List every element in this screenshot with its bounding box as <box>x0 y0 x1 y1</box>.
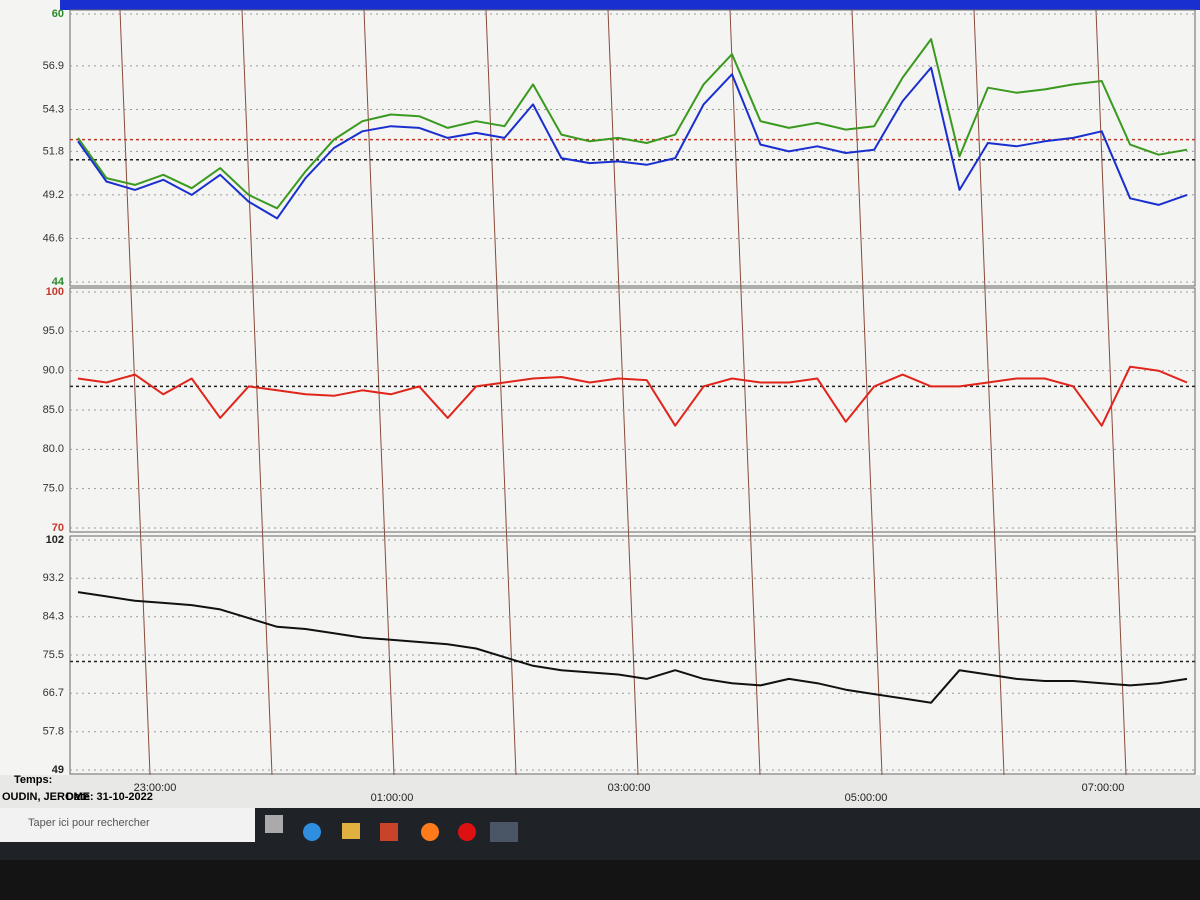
signal-line <box>77 591 1188 704</box>
y-tick-label: 56.9 <box>43 60 64 72</box>
patient-name: OUDIN, JEROME <box>2 791 90 803</box>
time-label: 03:00:00 <box>608 782 651 794</box>
task-view-icon[interactable] <box>265 815 283 833</box>
y-tick-label: 95.0 <box>43 325 64 337</box>
active-app-icon[interactable] <box>490 822 518 842</box>
firefox-icon[interactable] <box>421 823 439 841</box>
time-grid-line <box>729 9 761 776</box>
y-tick-label: 51.8 <box>43 145 64 157</box>
time-grid-line <box>119 9 151 776</box>
y-tick-label: 44 <box>52 276 65 288</box>
y-tick-label: 60 <box>52 8 64 20</box>
y-tick-label: 66.7 <box>43 687 64 699</box>
y-tick-label: 54.3 <box>43 103 64 115</box>
y-tick-label: 49.2 <box>43 189 64 201</box>
y-tick-label: 80.0 <box>43 443 64 455</box>
time-grid-line <box>1095 9 1127 776</box>
y-tick-label: 85.0 <box>43 404 64 416</box>
edge-icon[interactable] <box>303 823 321 841</box>
temps-label: Temps: <box>14 774 52 786</box>
time-grid-line <box>973 9 1005 776</box>
app-window <box>0 0 1200 808</box>
y-tick-label: 90.0 <box>43 365 64 377</box>
signal-line <box>77 38 1188 210</box>
time-grid-line <box>607 9 639 776</box>
search-box[interactable] <box>0 808 255 842</box>
y-tick-label: 102 <box>46 534 64 546</box>
time-label: 07:00:00 <box>1082 782 1125 794</box>
powerpoint-icon[interactable] <box>380 823 398 841</box>
search-placeholder[interactable]: Taper ici pour rechercher <box>28 817 150 829</box>
y-tick-label: 75.0 <box>43 483 64 495</box>
signal-line <box>77 66 1188 220</box>
app-icon[interactable] <box>458 823 476 841</box>
signal-line <box>77 365 1188 427</box>
y-tick-label: 84.3 <box>43 611 64 623</box>
y-tick-label: 70 <box>52 522 64 534</box>
explorer-icon[interactable] <box>342 823 360 839</box>
y-tick-label: 46.6 <box>43 232 64 244</box>
y-tick-label: 57.8 <box>43 726 64 738</box>
time-label: 23:00:00 <box>134 782 177 794</box>
record-date: Date: 31-10-2022 <box>66 791 153 803</box>
y-tick-label: 75.5 <box>43 649 64 661</box>
time-grid-line <box>485 9 517 776</box>
time-label: 01:00:00 <box>371 792 414 804</box>
time-bar <box>0 775 1200 808</box>
time-label: 05:00:00 <box>845 792 888 804</box>
time-grid-line <box>851 9 883 776</box>
time-grid-line <box>241 9 273 776</box>
panel-frame <box>69 9 1196 287</box>
y-tick-label: 100 <box>46 286 64 298</box>
y-tick-label: 49 <box>52 764 64 776</box>
title-bar <box>60 0 1200 10</box>
y-tick-label: 93.2 <box>43 572 64 584</box>
